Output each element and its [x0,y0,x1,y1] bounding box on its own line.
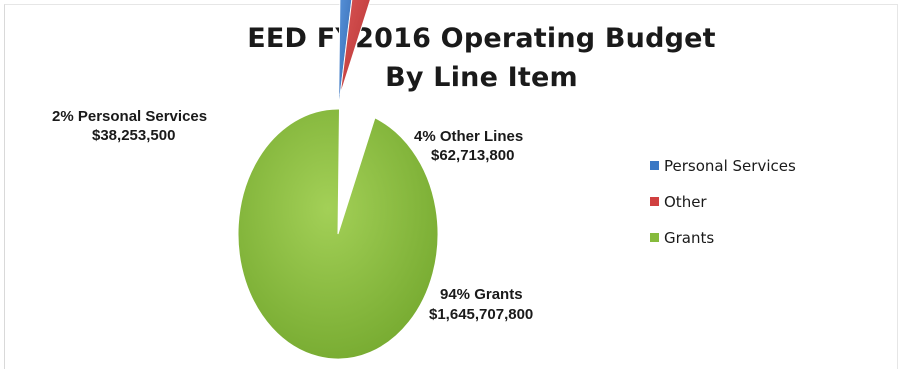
legend-label-other: Other [664,193,707,211]
pie-slice-grants [237,108,439,360]
label-grants-percent: 94% Grants [440,286,523,303]
legend-label-grants: Grants [664,229,715,247]
pie-slice-other [339,0,371,96]
legend-swatch-other [650,197,659,206]
legend-swatch-personal-services [650,161,659,170]
chart-title-line1: EED FY2016 Operating Budget [247,23,716,54]
label-other-percent: 4% Other Lines [414,128,524,145]
label-other-value: $62,713,800 [431,147,515,164]
label-personal-services-value: $38,253,500 [92,127,176,144]
legend-swatch-grants [650,233,659,242]
legend-label-personal-services: Personal Services [664,157,796,175]
label-personal-services-percent: 2% Personal Services [52,108,208,125]
chart-title-line2: By Line Item [385,62,578,93]
label-grants-value: $1,645,707,800 [429,306,534,323]
chart-frame [4,4,898,369]
